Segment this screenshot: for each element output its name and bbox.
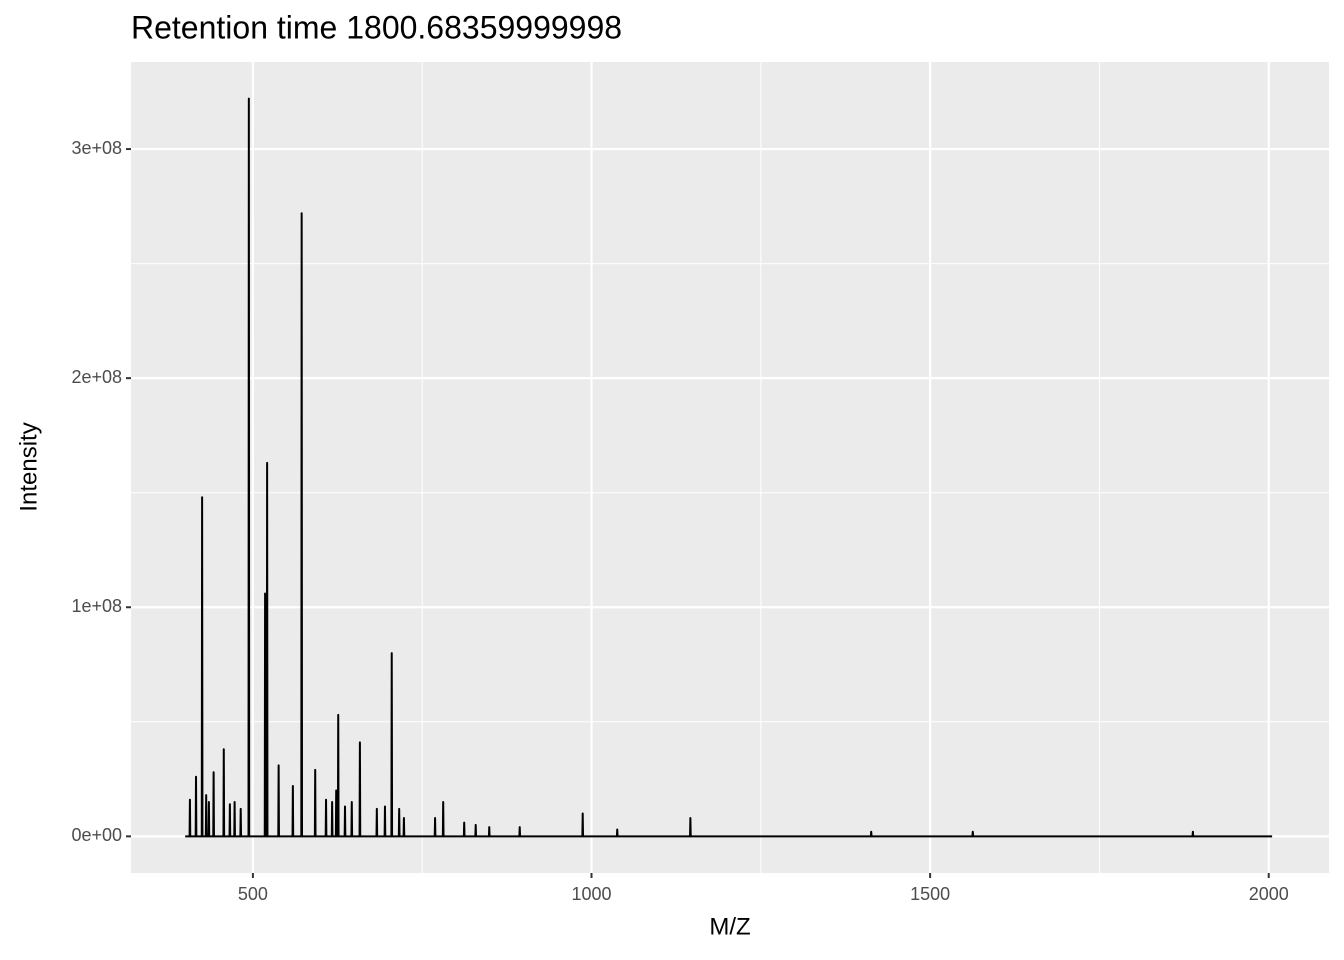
x-tick-label: 500 <box>238 884 268 904</box>
y-axis-title: Intensity <box>15 422 42 511</box>
x-tick-label: 1500 <box>910 884 950 904</box>
x-tick-label: 1000 <box>571 884 611 904</box>
x-tick-label: 2000 <box>1249 884 1289 904</box>
y-tick-label: 1e+08 <box>71 596 122 616</box>
y-tick-label: 3e+08 <box>71 138 122 158</box>
x-axis-title: M/Z <box>709 913 750 940</box>
y-tick-label: 2e+08 <box>71 367 122 387</box>
chart-title: Retention time 1800.68359999998 <box>131 9 622 45</box>
plot-panel <box>131 62 1329 873</box>
y-tick-label: 0e+00 <box>71 825 122 845</box>
spectrum-line <box>185 97 1273 838</box>
